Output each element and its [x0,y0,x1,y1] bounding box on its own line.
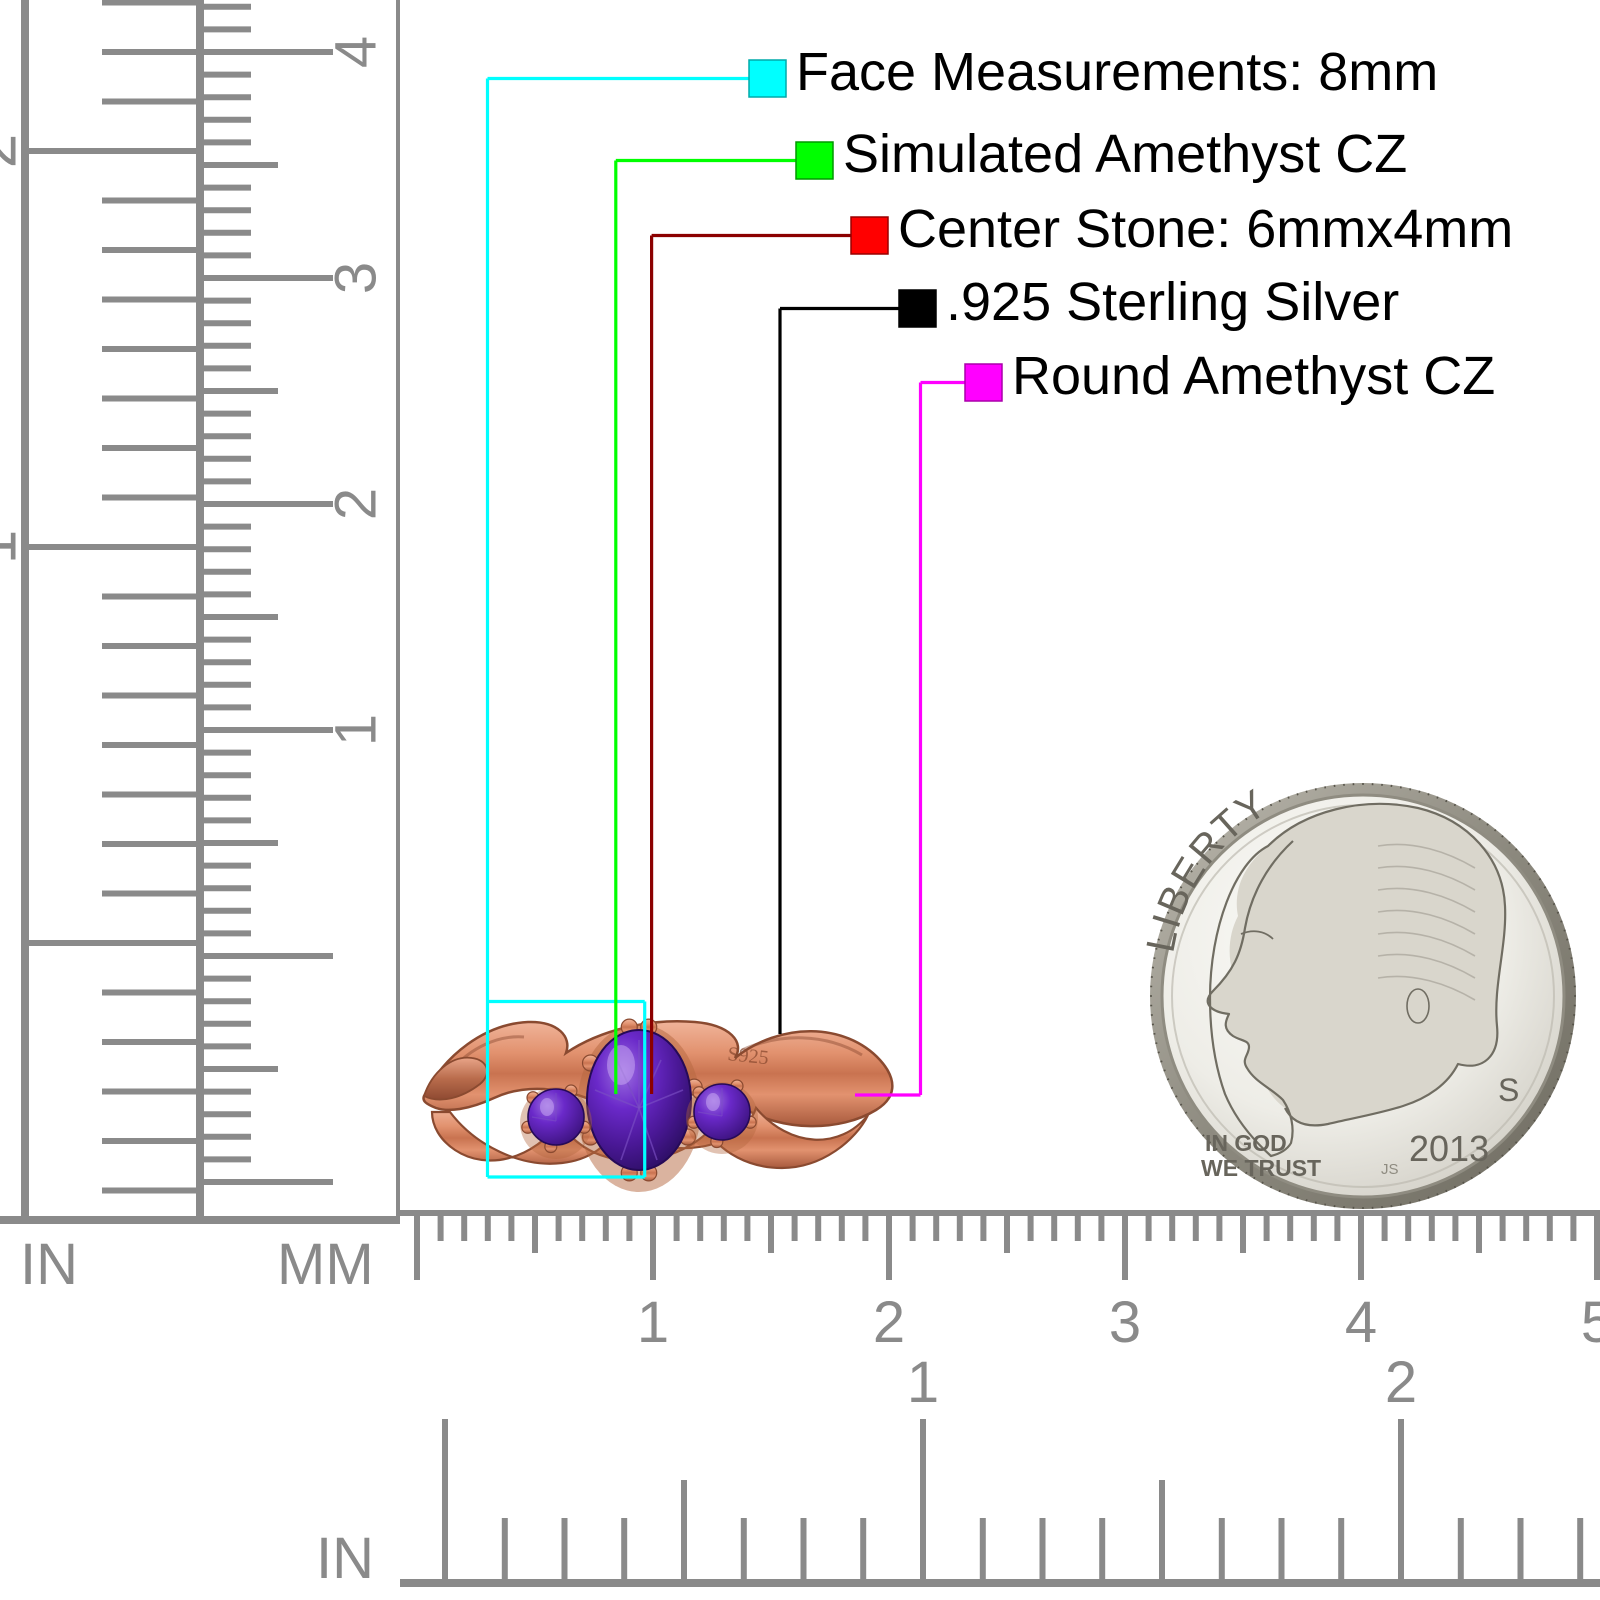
svg-text:IN: IN [316,1526,374,1591]
